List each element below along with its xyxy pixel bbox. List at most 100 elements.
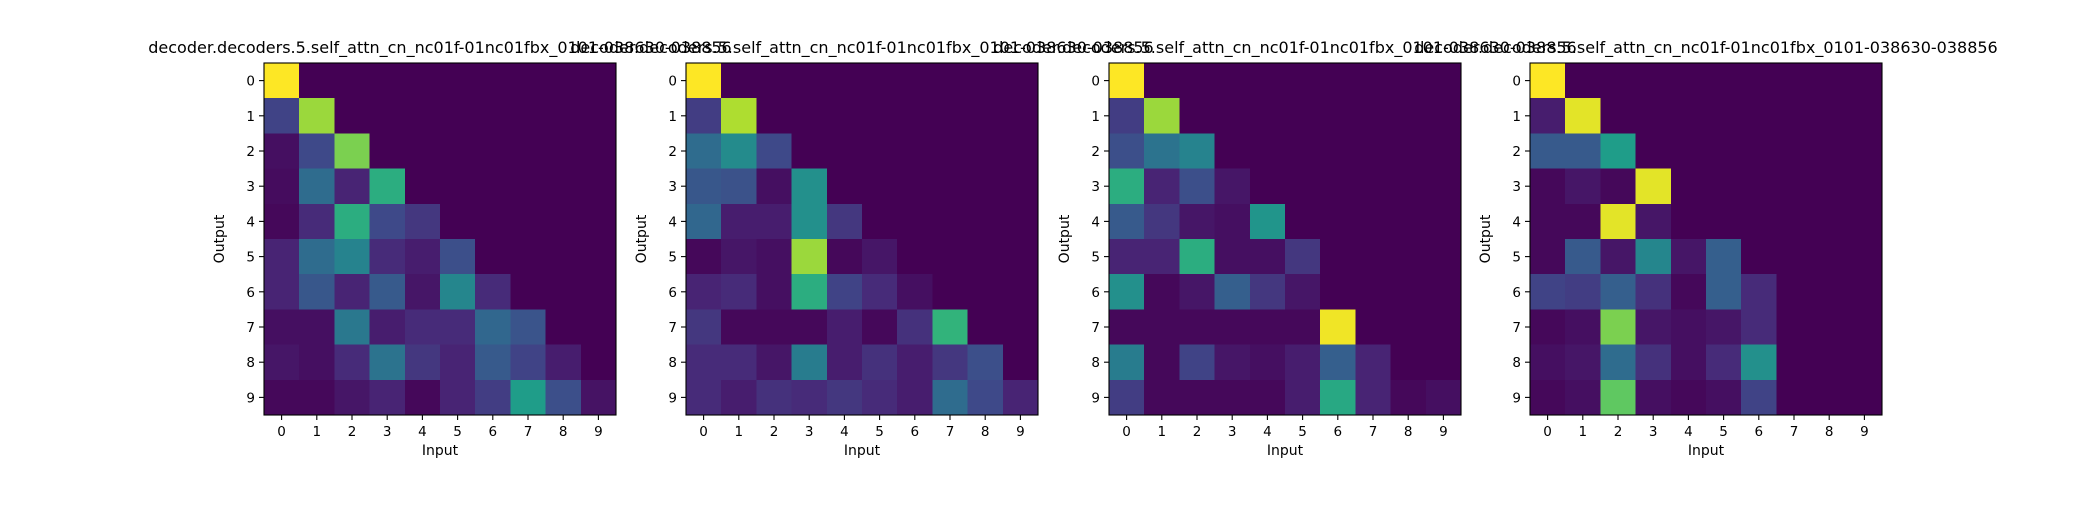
heatmap-cell — [1846, 309, 1883, 346]
heatmap-cell — [862, 168, 898, 205]
heatmap-cell — [826, 309, 863, 346]
heatmap-cell — [299, 239, 335, 275]
heatmap-cell — [1320, 239, 1356, 275]
heatmap-cell — [580, 98, 617, 134]
heatmap-cell — [1530, 168, 1566, 205]
y-tick-label: 5 — [1512, 250, 1521, 266]
heatmap-cell — [967, 379, 1004, 416]
heatmap-cell — [1776, 309, 1813, 346]
y-tick-label: 5 — [1091, 250, 1100, 266]
heatmap-cell — [721, 344, 757, 381]
heatmap-cell — [1390, 344, 1427, 381]
heatmap-cell — [404, 274, 441, 310]
y-tick-label: 1 — [1091, 109, 1100, 125]
heatmap-cell — [1109, 379, 1145, 416]
heatmap-cell — [299, 63, 335, 99]
heatmap-cell — [545, 168, 582, 205]
heatmap-cell — [897, 239, 933, 275]
heatmap-cell — [721, 168, 757, 205]
x-tick-label: 3 — [1649, 424, 1658, 440]
heatmap-cell — [334, 379, 371, 416]
y-tick-label: 9 — [668, 390, 677, 406]
heatmap-cell — [1530, 379, 1566, 416]
heatmap-cell — [1776, 239, 1813, 275]
y-tick-label: 5 — [246, 250, 255, 266]
heatmap-cell — [756, 379, 793, 416]
x-tick-label: 0 — [699, 424, 708, 440]
heatmap-cell — [1530, 344, 1566, 381]
heatmap-cell — [1249, 168, 1286, 205]
x-tick-label: 4 — [1684, 424, 1693, 440]
heatmap-cell — [580, 379, 617, 416]
heatmap-cell — [334, 274, 371, 310]
heatmap-cell — [1635, 63, 1672, 99]
heatmap-cell — [1600, 133, 1637, 170]
heatmap-cell — [1776, 133, 1813, 170]
heatmap-cell — [1530, 309, 1566, 346]
x-tick-label: 6 — [489, 424, 498, 440]
heatmap-cell — [1179, 63, 1216, 99]
heatmap-cell — [686, 379, 722, 416]
y-tick-label: 9 — [1512, 390, 1521, 406]
heatmap-cell — [756, 133, 793, 170]
x-tick-label: 5 — [875, 424, 884, 440]
heatmap-cell — [1109, 133, 1145, 170]
heatmap-cell — [1600, 344, 1637, 381]
heatmap-cell — [334, 203, 371, 240]
heatmap-cell — [1811, 63, 1848, 99]
heatmap-cell — [1249, 203, 1286, 240]
heatmap-cell — [686, 203, 722, 240]
x-tick-label: 9 — [594, 424, 603, 440]
heatmap-cell — [545, 239, 582, 275]
heatmap-cell — [510, 168, 547, 205]
heatmap-cell — [264, 63, 300, 99]
heatmap-cell — [1425, 98, 1462, 134]
heatmap-cell — [1425, 274, 1462, 310]
heatmap-cell — [967, 133, 1004, 170]
x-tick-label: 1 — [1158, 424, 1167, 440]
heatmap-cell — [791, 239, 828, 275]
heatmap-cell — [475, 98, 511, 134]
heatmap-cell — [1811, 133, 1848, 170]
heatmap-cell — [791, 274, 828, 310]
heatmap-cell — [1144, 203, 1180, 240]
heatmap-cell — [1670, 309, 1707, 346]
heatmap-cell — [1600, 274, 1637, 310]
heatmap-cell — [1741, 379, 1777, 416]
heatmap-cell — [756, 239, 793, 275]
heatmap-cell — [1741, 168, 1777, 205]
heatmap-cell — [264, 309, 300, 346]
heatmap-cell — [1635, 239, 1672, 275]
heatmap-cell — [1811, 203, 1848, 240]
heatmap-cell — [1635, 379, 1672, 416]
heatmap-cell — [440, 133, 476, 170]
heatmap-cell — [1776, 63, 1813, 99]
heatmap-cell — [545, 133, 582, 170]
y-tick-label: 3 — [1512, 179, 1521, 195]
heatmap-cell — [1320, 63, 1356, 99]
heatmap-cell — [1214, 344, 1251, 381]
heatmap-cell — [932, 63, 969, 99]
heatmap-cell — [545, 379, 582, 416]
x-tick-label: 6 — [911, 424, 920, 440]
heatmap-cell — [826, 203, 863, 240]
heatmap-cell — [1811, 379, 1848, 416]
y-tick-label: 0 — [246, 74, 255, 90]
y-tick-label: 4 — [1091, 214, 1100, 230]
heatmap-cell — [299, 168, 335, 205]
heatmap-cell — [897, 133, 933, 170]
heatmap-cell — [510, 379, 547, 416]
heatmap-cell — [932, 168, 969, 205]
heatmap-cell — [369, 309, 406, 346]
heatmap-cell — [826, 274, 863, 310]
heatmap-cell — [1002, 203, 1039, 240]
y-tick-label: 1 — [1512, 109, 1521, 125]
heatmap-cell — [1109, 274, 1145, 310]
heatmap-cell — [475, 274, 511, 310]
heatmap-cell — [404, 63, 441, 99]
heatmap-cell — [1670, 203, 1707, 240]
y-tick-label: 7 — [1091, 320, 1100, 336]
heatmap-cell — [369, 379, 406, 416]
x-tick-label: 4 — [1263, 424, 1272, 440]
